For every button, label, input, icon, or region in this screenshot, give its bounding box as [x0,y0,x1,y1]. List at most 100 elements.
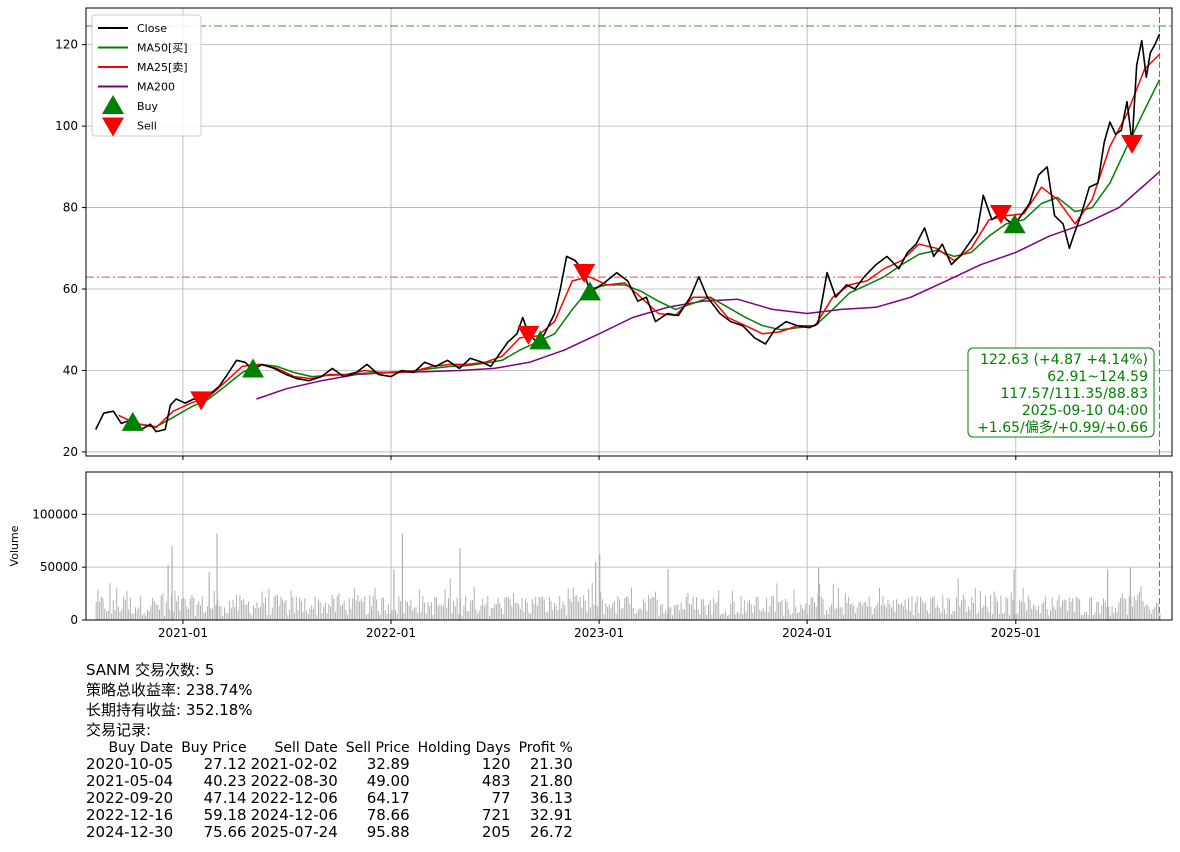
volume-bar [227,613,229,620]
volume-bar [622,608,624,620]
volume-bar [1063,599,1065,620]
volume-bar [117,606,119,620]
series-line-ma25- [118,53,1161,429]
volume-bar [601,599,603,620]
header-profit: Profit % [518,740,573,756]
buy-price-cell: 27.12 [203,755,247,773]
volume-bar [112,600,114,620]
volume-bar [639,608,641,620]
volume-bar [1053,606,1055,620]
volume-bar [559,596,561,620]
volume-bar [810,597,812,620]
volume-bar [836,607,838,620]
volume-bars [95,533,1161,620]
volume-bar [225,613,227,620]
volume-bar [395,609,396,620]
volume-bar [940,612,942,620]
volume-bar [610,608,612,620]
volume-bar [755,596,757,620]
buy-hold-return: 长期持有收益: 352.18% [86,701,253,719]
volume-bar [292,597,294,620]
volume-bar [588,589,590,620]
volume-bar [728,614,730,620]
volume-bar [324,602,326,620]
volume-bar [1009,615,1010,620]
volume-bar [465,595,467,620]
sell-price-cell: 64.17 [366,789,410,807]
volume-bar [985,595,986,620]
volume-bar [246,604,248,620]
volume-bar [1092,614,1094,620]
volume-bar [675,605,677,620]
volume-bar [273,596,275,620]
volume-y-tick-label: 100000 [32,507,78,521]
volume-bar [99,601,101,620]
volume-bar [697,609,699,620]
volume-bar [772,596,774,620]
sell-date-cell: 2024-12-06 [250,806,338,824]
volume-bar [557,610,559,620]
volume-bar [355,600,357,620]
volume-bar [839,607,841,620]
volume-bar [391,610,393,620]
volume-bar [945,614,947,620]
volume-bar [198,601,200,620]
volume-bar [432,615,434,620]
volume-bar [699,614,701,620]
volume-bar [335,611,337,620]
volume-bar [979,591,981,620]
volume-bar [429,606,431,620]
volume-bar [449,578,451,620]
volume-bar [1000,595,1002,620]
volume-bar [1154,607,1156,620]
volume-bar [280,596,282,620]
volume-bar [950,614,952,620]
volume-bar [578,601,579,620]
volume-bar [832,583,834,620]
volume-bar [193,597,195,620]
volume-bar [1026,610,1028,620]
volume-bar [781,600,783,620]
volume-bar [613,601,615,620]
volume-bar [769,606,771,620]
volume-bar [318,599,319,620]
volume-bar [376,599,378,620]
volume-bar [790,615,791,620]
y-tick-label: 40 [63,363,78,377]
holding-days-cell: 205 [481,823,511,841]
volume-bar [1157,603,1159,620]
volume-bar [490,607,492,620]
volume-bar [109,583,111,620]
volume-bar [381,597,383,620]
volume-bar [921,600,923,620]
volume-bar [593,604,595,620]
volume-bar [309,608,311,620]
info-line-signal: +1.65/偏多/+0.99/+0.66 [977,419,1148,436]
volume-bar [909,611,911,620]
table-row: 2020-10-05 27.12 2021-02-02 32.89 120 21… [86,756,577,773]
volume-bar [586,611,588,620]
volume-bar [564,605,566,620]
volume-bar [612,603,614,620]
volume-bar [1060,606,1062,620]
table-row: 2022-09-20 47.14 2022-12-06 64.17 77 36.… [86,790,577,807]
price-reference-lines [86,8,1172,620]
volume-bar [302,611,304,620]
volume-bar [1082,615,1084,620]
volume-bar [709,600,711,620]
volume-bar [213,591,215,620]
volume-bar [877,603,879,620]
volume-bar [531,599,533,620]
volume-bar [637,609,639,620]
volume-bar [270,615,272,620]
volume-bar [145,615,147,620]
volume-bar [788,609,790,620]
volume-bar [475,609,477,620]
header-holding-days: Holding Days [417,740,511,756]
volume-bar [766,597,768,620]
volume-bar [121,609,123,620]
volume-bar [957,578,959,620]
volume-bar [1111,605,1113,620]
volume-bar [422,596,424,620]
volume-bar [617,596,619,620]
